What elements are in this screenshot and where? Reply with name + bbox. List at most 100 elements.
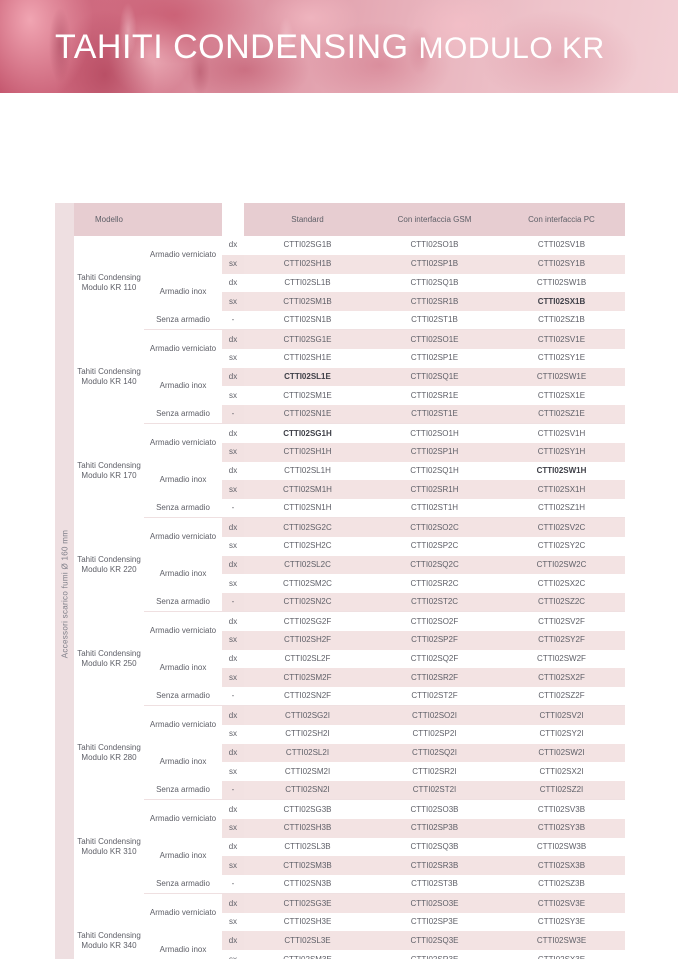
cell-code-pc: CTTI02SV1B bbox=[498, 236, 625, 255]
cell-code-standard: CTTI02SH1H bbox=[244, 442, 371, 462]
cell-cabinet-type: Armadio verniciato bbox=[144, 423, 222, 462]
cell-code-standard: CTTI02SM3E bbox=[244, 950, 371, 959]
column-header-gsm: Con interfaccia GSM bbox=[371, 203, 498, 236]
column-header-model: Modello bbox=[74, 203, 144, 236]
cell-code-gsm: CTTI02ST3B bbox=[371, 875, 498, 895]
table-row: Senza armadio - CTTI02SN3B CTTI02ST3B CTTI02… bbox=[74, 875, 625, 895]
cell-side-indicator: - bbox=[222, 405, 244, 425]
column-header-cabinet bbox=[144, 203, 222, 236]
table-row: sx CTTI02SM1E CTTI02SR1E CTTI02SX1E bbox=[74, 386, 625, 406]
cell-side-indicator: dx bbox=[222, 837, 244, 857]
cell-code-pc: CTTI02SX2F bbox=[498, 668, 625, 688]
cell-code-pc: CTTI02SX1B bbox=[498, 292, 625, 312]
cell-cabinet-type: Armadio inox bbox=[144, 273, 222, 312]
cell-code-standard: CTTI02SM1B bbox=[244, 292, 371, 312]
product-codes-table: Modello Standard Con interfaccia GSM Con… bbox=[74, 203, 625, 959]
table-row: sx CTTI02SM2F CTTI02SR2F CTTI02SX2F bbox=[74, 668, 625, 688]
cell-cabinet-type: Armadio inox bbox=[144, 367, 222, 406]
cell-code-standard: CTTI02SG3E bbox=[244, 893, 371, 913]
cell-code-gsm: CTTI02SO2C bbox=[371, 517, 498, 537]
cell-code-pc: CTTI02SZ3B bbox=[498, 875, 625, 895]
cell-code-gsm: CTTI02SO3B bbox=[371, 799, 498, 819]
table-row: sx CTTI02SM3B CTTI02SR3B CTTI02SX3B bbox=[74, 856, 625, 876]
table-row: Armadio inox dx CTTI02SL1B CTTI02SQ1B CTTI02… bbox=[74, 273, 625, 312]
table-row: sx CTTI02SH3E CTTI02SP3E CTTI02SY3E bbox=[74, 912, 625, 932]
page-title-main: TAHITI CONDENSING bbox=[55, 28, 409, 66]
table-row: Tahiti Condensing Modulo KR 170 Armadio v… bbox=[74, 423, 625, 518]
cell-side-indicator: dx bbox=[222, 705, 244, 725]
table-row: Tahiti Condensing Modulo KR 310 Armadio v… bbox=[74, 799, 625, 894]
table-row: Tahiti Condensing Modulo KR 220 Armadio v… bbox=[74, 517, 625, 612]
cell-side-indicator: sx bbox=[222, 574, 244, 594]
cell-side-indicator: sx bbox=[222, 442, 244, 462]
cell-side-indicator: dx bbox=[222, 555, 244, 575]
table-row: sx CTTI02SH3B CTTI02SP3B CTTI02SY3B bbox=[74, 818, 625, 838]
cell-cabinet-type: Armadio inox bbox=[144, 837, 222, 876]
cell-code-gsm: CTTI02SR2C bbox=[371, 574, 498, 594]
cell-code-gsm: CTTI02SO1B bbox=[371, 236, 498, 255]
cell-side-indicator: sx bbox=[222, 386, 244, 406]
table-row: Senza armadio - CTTI02SN1H CTTI02ST1H CTTI02… bbox=[74, 499, 625, 519]
table-row: sx CTTI02SM1B CTTI02SR1B CTTI02SX1B bbox=[74, 292, 625, 312]
table-row: sx CTTI02SH2F CTTI02SP2F CTTI02SY2F bbox=[74, 630, 625, 650]
cell-code-pc: CTTI02SZ1H bbox=[498, 499, 625, 519]
cell-code-gsm: CTTI02SP1E bbox=[371, 348, 498, 368]
cell-cabinet-type: Senza armadio bbox=[144, 593, 222, 613]
table-row: Tahiti Condensing Modulo KR 250 Armadio v… bbox=[74, 611, 625, 706]
cell-code-pc: CTTI02SY2C bbox=[498, 536, 625, 556]
table-row: Tahiti Condensing Modulo KR 110 Armadio v… bbox=[74, 236, 625, 330]
cell-side-indicator: sx bbox=[222, 292, 244, 312]
cell-code-pc: CTTI02SY1E bbox=[498, 348, 625, 368]
page-title-sub: MODULO KR bbox=[418, 32, 605, 65]
cell-code-standard: CTTI02SG2C bbox=[244, 517, 371, 537]
cell-side-indicator: - bbox=[222, 593, 244, 613]
cell-code-pc: CTTI02SY1B bbox=[498, 254, 625, 274]
cell-side-indicator: dx bbox=[222, 273, 244, 293]
cell-code-pc: CTTI02SX3B bbox=[498, 856, 625, 876]
cell-cabinet-type: Armadio inox bbox=[144, 555, 222, 594]
cell-cabinet-type: Senza armadio bbox=[144, 499, 222, 519]
cell-code-gsm: CTTI02SO1H bbox=[371, 423, 498, 443]
cell-code-standard: CTTI02SG1E bbox=[244, 329, 371, 349]
cell-code-gsm: CTTI02SQ3B bbox=[371, 837, 498, 857]
cell-code-standard: CTTI02SH1E bbox=[244, 348, 371, 368]
cell-code-gsm: CTTI02SQ2C bbox=[371, 555, 498, 575]
cell-code-standard: CTTI02SN1H bbox=[244, 499, 371, 519]
cell-code-pc: CTTI02SY2I bbox=[498, 724, 625, 744]
cell-side-indicator: sx bbox=[222, 856, 244, 876]
cell-side-indicator: sx bbox=[222, 724, 244, 744]
cell-code-gsm: CTTI02ST1H bbox=[371, 499, 498, 519]
cell-code-gsm: CTTI02SR1B bbox=[371, 292, 498, 312]
page-body: Accessori scarico fumi Ø 160 mm Modello … bbox=[0, 93, 678, 959]
cell-model-name: Tahiti Condensing Modulo KR 340 bbox=[74, 893, 144, 959]
table-row: Tahiti Condensing Modulo KR 280 Armadio v… bbox=[74, 705, 625, 800]
cell-side-indicator: dx bbox=[222, 236, 244, 255]
cell-code-pc: CTTI02SW1B bbox=[498, 273, 625, 293]
cell-code-standard: CTTI02SM2I bbox=[244, 762, 371, 782]
cell-code-pc: CTTI02SX2C bbox=[498, 574, 625, 594]
cell-code-standard: CTTI02SM1E bbox=[244, 386, 371, 406]
table-row: Armadio inox dx CTTI02SL2F CTTI02SQ2F CTTI02… bbox=[74, 649, 625, 688]
vertical-side-strip: Accessori scarico fumi Ø 160 mm bbox=[55, 203, 74, 959]
cell-code-gsm: CTTI02SP1B bbox=[371, 254, 498, 274]
cell-code-pc: CTTI02SZ2C bbox=[498, 593, 625, 613]
cell-code-standard: CTTI02SH2C bbox=[244, 536, 371, 556]
table-row: Armadio inox dx CTTI02SL2C CTTI02SQ2C CTTI02… bbox=[74, 555, 625, 594]
cell-side-indicator: dx bbox=[222, 931, 244, 951]
cell-code-standard: CTTI02SH1B bbox=[244, 254, 371, 274]
vertical-side-label: Accessori scarico fumi Ø 160 mm bbox=[60, 529, 69, 659]
cell-code-pc: CTTI02SX1E bbox=[498, 386, 625, 406]
cell-code-gsm: CTTI02SO1E bbox=[371, 329, 498, 349]
cell-code-pc: CTTI02SW2F bbox=[498, 649, 625, 669]
page-header-banner: TAHITI CONDENSING MODULO KR bbox=[0, 0, 678, 93]
cell-cabinet-type: Armadio verniciato bbox=[144, 236, 222, 274]
cell-side-indicator: sx bbox=[222, 480, 244, 500]
cell-code-gsm: CTTI02ST2C bbox=[371, 593, 498, 613]
table-header: Modello Standard Con interfaccia GSM Con… bbox=[74, 203, 625, 236]
cell-code-pc: CTTI02SV2C bbox=[498, 517, 625, 537]
cell-code-pc: CTTI02SY3B bbox=[498, 818, 625, 838]
table-body: Tahiti Condensing Modulo KR 110 Armadio v… bbox=[74, 236, 625, 959]
cell-side-indicator: - bbox=[222, 781, 244, 801]
cell-code-standard: CTTI02SM1H bbox=[244, 480, 371, 500]
table-row: Armadio inox dx CTTI02SL1H CTTI02SQ1H CTTI02… bbox=[74, 461, 625, 500]
